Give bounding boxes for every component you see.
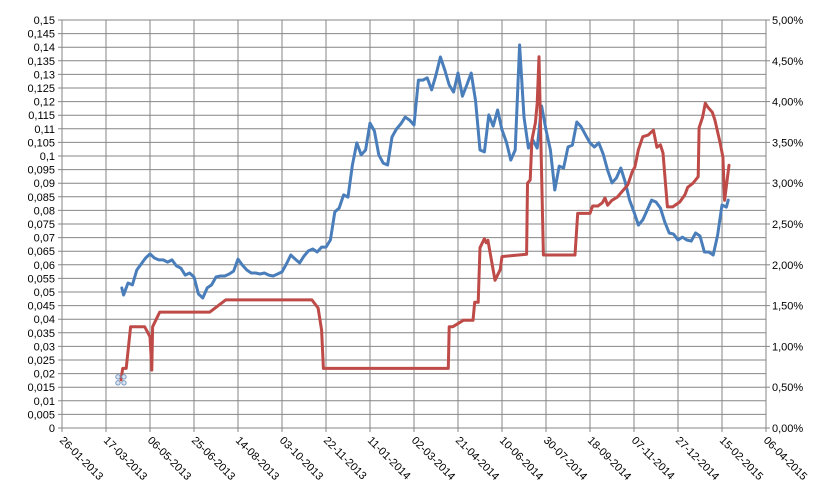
y-tick-label: 0,075 [27, 219, 55, 231]
y-tick-label: 0,05 [34, 287, 55, 299]
y-tick-label: 0,03 [34, 341, 55, 353]
y-tick-label: 0,085 [27, 192, 55, 204]
y-tick-label: 0,055 [27, 273, 55, 285]
y-tick-label: 0,035 [27, 328, 55, 340]
y2-tick-label: 3,50% [772, 137, 803, 149]
x-tick-label: 18-09-2014 [585, 435, 633, 483]
x-tick-label: 25-06-2013 [189, 435, 237, 483]
y-tick-label: 0,09 [34, 178, 55, 190]
y-tick-label: 0,015 [27, 382, 55, 394]
x-tick-label: 21-04-2014 [453, 435, 501, 483]
horizontal-gridlines [58, 19, 770, 429]
y-tick-label: 0,115 [28, 110, 55, 122]
y-tick-label: 0,125 [27, 83, 55, 95]
x-axis-tick-labels: 26-01-201317-03-201306-05-201325-06-2013… [57, 435, 809, 483]
y-tick-label: 0,01 [34, 396, 55, 408]
y-tick-label: 0,08 [34, 205, 55, 217]
y-tick-label: 0,07 [34, 233, 55, 245]
y-tick-label: 0,025 [27, 355, 55, 367]
selection-handle-dot[interactable] [115, 374, 121, 380]
y-tick-label: 0,005 [27, 409, 55, 421]
x-tick-label: 26-01-2013 [57, 435, 105, 483]
x-tick-label: 07-11-2014 [629, 435, 677, 483]
y-tick-label: 0,145 [27, 29, 55, 41]
x-tick-label: 15-02-2015 [717, 435, 765, 483]
x-tick-label: 02-03-2014 [409, 435, 457, 483]
series-lines [119, 43, 731, 382]
selection-handle-dot[interactable] [115, 380, 121, 386]
y-tick-label: 0,02 [34, 369, 55, 381]
y2-tick-label: 2,00% [772, 260, 803, 272]
series-line-right-axis [119, 55, 731, 382]
y-tick-label: 0,135 [27, 56, 55, 68]
x-tick-label: 30-07-2014 [541, 435, 589, 483]
y-tick-label: 0,14 [34, 42, 55, 54]
y-tick-label: 0,065 [27, 246, 55, 258]
y2-tick-label: 3,00% [772, 178, 803, 190]
x-tick-label: 03-10-2013 [277, 435, 325, 483]
y-tick-label: 0,095 [27, 165, 55, 177]
y-tick-label: 0,12 [34, 97, 55, 109]
y-tick-label: 0 [49, 423, 55, 435]
y-tick-label: 0,13 [34, 69, 55, 81]
y-tick-label: 0,11 [34, 124, 55, 136]
y2-tick-label: 4,50% [772, 56, 803, 68]
left-axis-tick-labels: 00,0050,010,0150,020,0250,030,0350,040,0… [27, 15, 55, 435]
x-tick-label: 06-04-2015 [761, 435, 809, 483]
x-tick-label: 27-12-2014 [673, 435, 721, 483]
y2-tick-label: 0,00% [772, 423, 803, 435]
selection-handle-icon[interactable] [115, 374, 127, 386]
y2-tick-label: 5,00% [772, 15, 803, 27]
series-line-left-axis [120, 43, 730, 300]
x-tick-label: 22-11-2013 [321, 435, 369, 483]
x-tick-label: 17-03-2013 [101, 435, 149, 483]
y-tick-label: 0,105 [27, 137, 55, 149]
right-axis-tick-labels: 0,00% 0,50% 1,00% 1,50% 2,00% 2,50% 3,00% 3,50%… [772, 15, 803, 435]
y-tick-label: 0,045 [27, 301, 55, 313]
x-tick-label: 11-01-2014 [365, 435, 413, 483]
y2-tick-label: 1,00% [772, 341, 803, 353]
vertical-gridlines [61, 20, 767, 432]
y2-tick-label: 4,00% [772, 97, 803, 109]
y2-tick-label: 1,50% [772, 301, 803, 313]
selection-handle-dot[interactable] [121, 374, 127, 380]
x-tick-label: 06-05-2013 [145, 435, 193, 483]
x-tick-label: 14-08-2013 [233, 435, 281, 483]
x-tick-label: 10-06-2014 [497, 435, 545, 483]
selection-handle-dot[interactable] [121, 380, 127, 386]
y-tick-label: 0,04 [34, 314, 55, 326]
y-tick-label: 0,1 [40, 151, 55, 163]
y2-tick-label: 0,50% [772, 382, 803, 394]
y-tick-label: 0,06 [34, 260, 55, 272]
y2-tick-label: 2,50% [772, 219, 803, 231]
y-tick-label: 0,15 [34, 15, 55, 27]
